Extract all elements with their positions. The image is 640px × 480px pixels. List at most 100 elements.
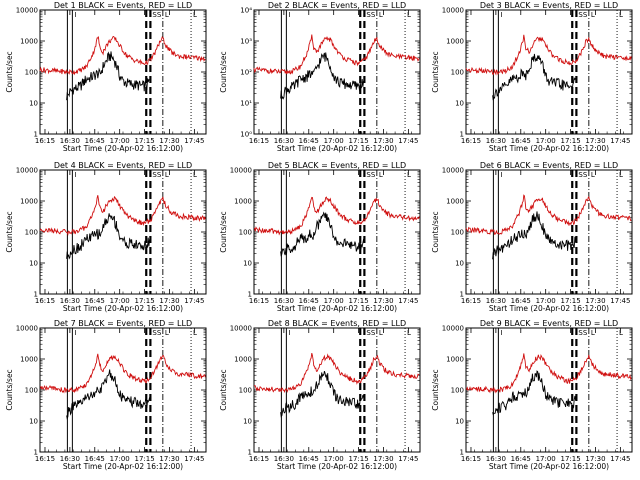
lld-series-line [465,34,632,76]
events-series-line [492,211,577,260]
time-marker-label: SS [578,329,587,337]
panel-det-6: Det 6 BLACK = Events, RED = LLD 1 10 100 100… [431,161,633,313]
panel-det-5: Det 5 BLACK = Events, RED = LLD 1 10 100 100… [219,161,421,313]
x-tick-label: 16:15 [249,455,269,463]
time-marker-label: L [193,11,197,19]
y-tick-label: 10 [455,100,464,108]
time-marker-label: SS [366,171,375,179]
x-tick-label: 17:45 [184,297,204,305]
x-tick-label: 16:30 [60,455,80,463]
x-tick-label: 16:45 [299,455,319,463]
x-tick-label: 16:15 [249,137,269,145]
x-tick-label: 16:15 [461,455,481,463]
events-series-line [492,53,576,101]
y-tick-label: 10000 [230,325,252,333]
lld-series-line [39,35,206,76]
x-tick-label: 16:45 [511,455,531,463]
x-tick-label: 16:45 [299,297,319,305]
y-tick-label: 10¹ [240,100,252,108]
x-tick-label: 16:45 [511,297,531,305]
x-tick-label: 17:00 [536,137,556,145]
panel-title: Det 7 BLACK = Events, RED = LLD [54,319,192,328]
events-series-line [66,51,150,101]
y-axis-label: Counts/sec [5,211,14,252]
panel-title: Det 2 BLACK = Events, RED = LLD [268,1,406,10]
time-marker-label: SS [366,329,375,337]
x-tick-label: 16:30 [274,455,294,463]
time-marker-label: I [74,329,76,337]
x-tick-label: 17:15 [348,455,368,463]
x-tick-label: 17:45 [610,137,630,145]
x-tick-label: 17:45 [610,455,630,463]
x-tick-label: 17:00 [324,137,344,145]
y-tick-label: 10 [243,260,252,268]
y-axis-label: Counts/sec [5,51,14,92]
time-marker-label: L [407,11,411,19]
y-tick-label: 1 [248,449,252,457]
x-axis-label: Start Time (20-Apr-02 16:12:00) [277,304,397,313]
panel-det-4: Det 4 BLACK = Events, RED = LLD 1 10 100 100… [5,161,207,313]
time-marker-label: L [165,171,169,179]
y-tick-label: 100 [451,69,464,77]
y-axis-label: Counts/sec [431,211,440,252]
y-tick-label: 100 [25,387,38,395]
y-tick-label: 10000 [442,7,464,15]
panel-det-9: Det 9 BLACK = Events, RED = LLD 1 10 100 100… [431,319,633,471]
time-marker-label: L [379,11,383,19]
y-tick-label: 10⁰ [240,131,252,139]
y-tick-label: 10000 [16,325,38,333]
y-tick-label: 1 [34,449,38,457]
time-marker-label: L [619,11,623,19]
y-tick-label: 100 [239,387,252,395]
panel-det-1: Det 1 BLACK = Events, RED = LLD 1 10 100 100… [5,1,207,153]
x-axis-label: Start Time (20-Apr-02 16:12:00) [63,304,183,313]
y-tick-label: 10 [29,418,38,426]
x-tick-label: 17:30 [585,297,605,305]
x-tick-label: 17:15 [560,137,580,145]
time-marker-label: I [74,171,76,179]
x-tick-label: 17:30 [373,297,393,305]
x-axis-label: Start Time (20-Apr-02 16:12:00) [489,144,609,153]
x-tick-label: 16:45 [85,455,105,463]
panel-title: Det 9 BLACK = Events, RED = LLD [480,319,618,328]
x-axis-label: Start Time (20-Apr-02 16:12:00) [63,144,183,153]
time-marker-label: SS [152,11,161,19]
x-tick-label: 16:45 [85,137,105,145]
time-marker-label: I [288,329,290,337]
x-tick-label: 16:45 [511,137,531,145]
lld-series-line [465,194,632,235]
x-tick-label: 17:45 [398,297,418,305]
x-tick-label: 17:00 [324,297,344,305]
x-axis-label: Start Time (20-Apr-02 16:12:00) [489,462,609,471]
x-axis-label: Start Time (20-Apr-02 16:12:00) [277,144,397,153]
x-tick-label: 17:15 [134,137,154,145]
y-tick-label: 1 [460,449,464,457]
time-marker-label: I [500,11,502,19]
x-tick-label: 17:45 [610,297,630,305]
plot-frame [465,327,633,453]
y-tick-label: 1000 [234,198,252,206]
events-series-line [280,52,365,100]
plot-frame [39,327,207,453]
y-tick-label: 1 [460,131,464,139]
events-series-line [66,213,151,260]
x-tick-label: 16:30 [60,137,80,145]
y-tick-label: 1000 [234,356,252,364]
x-tick-label: 17:30 [373,137,393,145]
time-marker-label: L [407,329,411,337]
x-tick-label: 17:15 [134,455,154,463]
lld-series-line [253,34,420,75]
x-tick-label: 16:30 [274,297,294,305]
x-tick-label: 17:00 [110,455,130,463]
time-marker-label: L [619,171,623,179]
x-tick-label: 17:30 [159,455,179,463]
time-marker-label: L [619,329,623,337]
y-tick-label: 1000 [20,356,38,364]
y-tick-label: 100 [25,229,38,237]
y-tick-label: 10000 [442,167,464,175]
x-tick-label: 16:15 [35,297,55,305]
x-tick-label: 16:30 [486,455,506,463]
panel-title: Det 6 BLACK = Events, RED = LLD [480,161,618,170]
x-tick-label: 17:15 [560,297,580,305]
